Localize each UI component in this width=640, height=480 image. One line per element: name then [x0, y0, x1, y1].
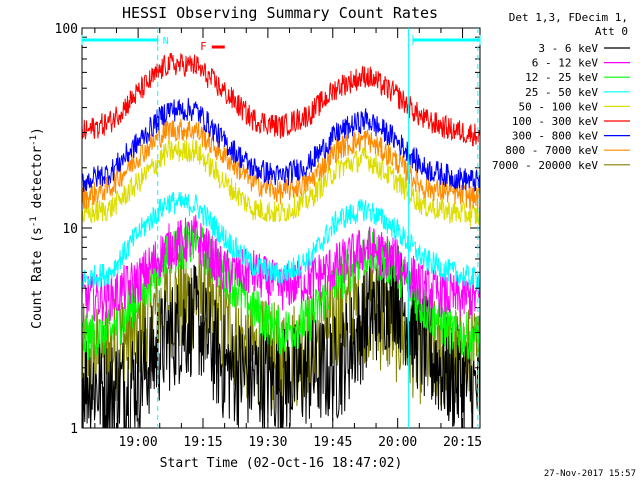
flare-marker-label: F: [200, 40, 207, 53]
series-25-50kev: [82, 191, 480, 291]
series-800-7000kev: [82, 118, 480, 210]
series-300-800kev: [82, 98, 480, 193]
x-axis: 19:00 19:15 19:30 19:45 20:00 20:15: [94, 28, 482, 450]
y-axis-label: Count Rate (s-1 detector-1): [29, 127, 45, 329]
series-6-12kev: [82, 214, 480, 322]
series-line: [82, 52, 480, 147]
legend-label: 800 - 7000 keV: [505, 144, 598, 157]
legend-label: 25 - 50 keV: [525, 86, 598, 99]
series-100-300kev: [82, 52, 480, 147]
series-line: [82, 118, 480, 210]
y-tick-label: 1: [70, 422, 78, 437]
legend-label: 12 - 25 keV: [525, 71, 598, 84]
night-marker-label: N: [163, 36, 169, 47]
legend-label: 7000 - 20000 keV: [492, 159, 598, 172]
legend-label: 3 - 6 keV: [538, 42, 598, 55]
series-line: [82, 214, 480, 322]
x-tick-label: 19:45: [313, 435, 352, 450]
footer-date: 27-Nov-2017 15:57: [544, 469, 636, 479]
x-tick-label: 19:15: [183, 435, 222, 450]
x-tick-label: 20:15: [443, 435, 482, 450]
series-line: [82, 191, 480, 291]
legend: Det 1,3, FDecim 1,Att 0 3 - 6 keV 6 - 12 k…: [492, 11, 630, 172]
y-tick-label: 100: [55, 22, 78, 37]
x-tick-label: 19:00: [119, 435, 158, 450]
legend-label: 300 - 800 keV: [512, 130, 598, 143]
legend-header: Det 1,3, FDecim 1,: [509, 11, 628, 24]
legend-label: 6 - 12 keV: [532, 57, 599, 70]
y-tick-label: 10: [62, 222, 78, 237]
series-50-100kev: [82, 139, 480, 227]
x-tick-label: 20:00: [378, 435, 417, 450]
legend-label: 50 - 100 keV: [519, 100, 599, 113]
legend-label: 100 - 300 keV: [512, 115, 598, 128]
x-tick-label: 19:30: [248, 435, 287, 450]
legend-header: Att 0: [595, 25, 628, 38]
series-line: [82, 139, 480, 227]
series-line: [82, 98, 480, 193]
x-axis-label: Start Time (02-Oct-16 18:47:02): [160, 456, 403, 471]
chart-title: HESSI Observing Summary Count Rates: [122, 4, 438, 22]
